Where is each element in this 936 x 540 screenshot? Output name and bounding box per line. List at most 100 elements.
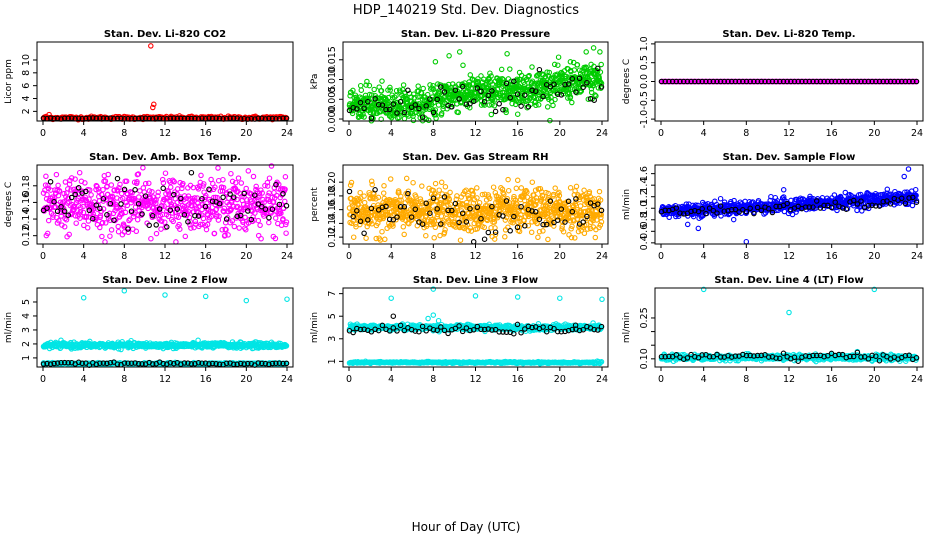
data-point bbox=[912, 186, 919, 193]
data-point bbox=[129, 190, 135, 196]
data-point bbox=[170, 177, 176, 184]
data-point bbox=[128, 208, 135, 214]
data-point bbox=[225, 232, 231, 238]
data-point bbox=[234, 115, 240, 121]
data-point bbox=[158, 218, 165, 224]
data-point bbox=[438, 110, 445, 117]
data-point bbox=[730, 216, 737, 223]
data-point bbox=[574, 62, 581, 68]
data-point bbox=[432, 59, 439, 65]
data-point bbox=[43, 173, 49, 180]
data-point bbox=[489, 81, 496, 87]
data-point bbox=[185, 219, 191, 225]
data-point bbox=[105, 171, 111, 178]
data-point bbox=[555, 54, 562, 60]
x-tick-label: 24 bbox=[281, 251, 293, 262]
data-point bbox=[75, 185, 82, 191]
x-tick-label: 12 bbox=[159, 128, 171, 139]
data-point bbox=[416, 105, 422, 112]
data-point bbox=[243, 297, 250, 304]
data-point bbox=[430, 86, 437, 93]
x-tick-label: 16 bbox=[200, 251, 212, 262]
data-point bbox=[86, 207, 93, 214]
data-point bbox=[413, 109, 419, 116]
scatter-points bbox=[40, 163, 290, 245]
data-point bbox=[598, 80, 605, 87]
data-point bbox=[167, 207, 174, 213]
data-point bbox=[44, 191, 50, 198]
scatter-points bbox=[346, 175, 605, 245]
data-point bbox=[567, 94, 574, 100]
data-point bbox=[232, 179, 239, 186]
data-point bbox=[758, 78, 765, 85]
data-point bbox=[121, 288, 128, 294]
x-tick-label: 0 bbox=[658, 251, 664, 262]
data-point bbox=[58, 213, 64, 219]
data-point bbox=[595, 65, 601, 72]
data-point bbox=[563, 73, 569, 80]
data-point bbox=[828, 78, 835, 85]
data-point bbox=[257, 222, 263, 229]
data-point bbox=[411, 95, 418, 101]
data-point bbox=[117, 181, 123, 188]
data-point bbox=[461, 188, 468, 195]
data-point bbox=[66, 231, 72, 238]
data-point bbox=[363, 235, 369, 241]
data-point bbox=[740, 78, 746, 85]
data-point bbox=[386, 106, 393, 113]
data-point bbox=[357, 99, 364, 106]
data-point bbox=[50, 212, 56, 218]
x-tick-label: 16 bbox=[200, 128, 212, 139]
y-tick-label: 1.0 bbox=[639, 36, 650, 51]
data-point bbox=[212, 184, 218, 190]
data-point bbox=[248, 207, 254, 214]
data-point bbox=[282, 174, 289, 180]
data-point bbox=[266, 214, 272, 221]
data-point bbox=[569, 76, 576, 82]
data-point bbox=[387, 84, 393, 91]
data-point bbox=[913, 78, 920, 85]
data-point bbox=[220, 184, 227, 191]
data-point bbox=[283, 203, 290, 209]
data-point bbox=[529, 179, 536, 185]
data-point bbox=[854, 78, 861, 85]
data-point bbox=[369, 221, 375, 227]
data-point bbox=[486, 102, 493, 108]
data-point bbox=[45, 182, 51, 189]
data-point bbox=[115, 223, 121, 230]
data-point bbox=[379, 102, 386, 108]
data-point bbox=[102, 220, 109, 226]
data-point bbox=[94, 221, 101, 228]
data-point bbox=[457, 237, 464, 243]
data-point bbox=[419, 183, 425, 189]
data-point bbox=[196, 183, 203, 189]
data-point bbox=[500, 79, 507, 86]
data-point bbox=[194, 208, 200, 215]
data-point bbox=[467, 100, 473, 107]
data-point bbox=[509, 206, 515, 212]
data-point bbox=[550, 102, 556, 109]
data-point bbox=[910, 78, 916, 85]
data-point bbox=[173, 239, 179, 245]
data-point bbox=[106, 210, 113, 217]
data-point bbox=[839, 78, 846, 85]
data-point bbox=[481, 236, 488, 242]
data-point bbox=[276, 201, 283, 208]
data-point bbox=[736, 78, 742, 85]
data-point bbox=[802, 78, 809, 85]
data-point bbox=[220, 194, 226, 201]
data-point bbox=[884, 78, 890, 85]
data-point bbox=[417, 196, 424, 202]
data-point bbox=[99, 233, 105, 240]
data-point bbox=[456, 49, 463, 55]
data-point bbox=[80, 295, 87, 301]
data-point bbox=[434, 193, 441, 199]
data-point bbox=[547, 84, 554, 90]
data-point bbox=[202, 203, 209, 210]
x-tick-label: 24 bbox=[281, 128, 293, 139]
data-point bbox=[250, 173, 257, 180]
data-point bbox=[518, 185, 525, 191]
data-point bbox=[394, 110, 400, 116]
data-point bbox=[243, 226, 249, 233]
x-tick-label: 12 bbox=[469, 128, 481, 139]
